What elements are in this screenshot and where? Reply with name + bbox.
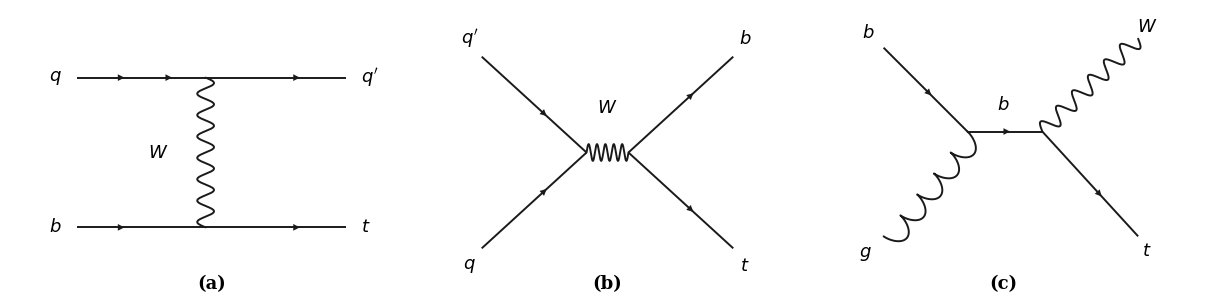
Text: (c): (c)	[989, 275, 1017, 293]
Text: $b$: $b$	[739, 30, 752, 48]
Text: $W$: $W$	[147, 143, 168, 162]
Text: $t$: $t$	[1142, 242, 1152, 260]
Text: $W$: $W$	[1137, 18, 1158, 36]
Text: $b$: $b$	[998, 95, 1010, 113]
Text: $q$: $q$	[463, 257, 476, 275]
Text: $q$: $q$	[49, 69, 62, 87]
Text: $g$: $g$	[859, 245, 872, 263]
Text: $q'$: $q'$	[460, 27, 479, 50]
Text: $W$: $W$	[598, 99, 617, 117]
Text: $t$: $t$	[740, 257, 750, 275]
Text: $b$: $b$	[863, 24, 875, 42]
Text: $t$: $t$	[361, 218, 371, 236]
Text: (a): (a)	[197, 275, 226, 293]
Text: $q'$: $q'$	[361, 66, 379, 89]
Text: $b$: $b$	[50, 218, 62, 236]
Text: (b): (b)	[593, 275, 622, 293]
